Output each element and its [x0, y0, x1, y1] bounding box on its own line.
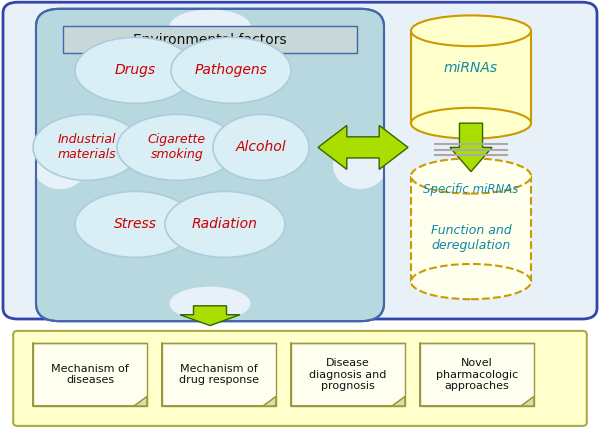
Ellipse shape	[171, 37, 291, 103]
Text: Pathogens: Pathogens	[194, 63, 268, 77]
Text: Disease
diagnosis and
prognosis: Disease diagnosis and prognosis	[310, 358, 386, 391]
Ellipse shape	[170, 9, 251, 44]
Text: Stress: Stress	[113, 217, 157, 231]
Polygon shape	[392, 396, 405, 406]
Polygon shape	[411, 31, 531, 123]
FancyBboxPatch shape	[36, 9, 384, 321]
Text: miRNAs: miRNAs	[444, 61, 498, 75]
Polygon shape	[521, 396, 534, 406]
Ellipse shape	[117, 114, 237, 180]
Text: Alcohol: Alcohol	[236, 140, 286, 154]
Text: Radiation: Radiation	[192, 217, 258, 231]
Ellipse shape	[411, 15, 531, 46]
Ellipse shape	[411, 264, 531, 299]
Polygon shape	[180, 306, 240, 326]
Text: Environmental factors: Environmental factors	[133, 33, 287, 47]
FancyBboxPatch shape	[3, 2, 597, 319]
FancyBboxPatch shape	[162, 343, 276, 406]
Polygon shape	[450, 123, 492, 172]
FancyBboxPatch shape	[291, 343, 405, 406]
Ellipse shape	[411, 108, 531, 139]
Text: Drugs: Drugs	[115, 63, 155, 77]
Text: Mechanism of
drug response: Mechanism of drug response	[179, 364, 259, 385]
Text: Mechanism of
diseases: Mechanism of diseases	[51, 364, 129, 385]
Ellipse shape	[33, 114, 141, 180]
Ellipse shape	[165, 191, 285, 257]
Ellipse shape	[333, 141, 387, 189]
Polygon shape	[134, 396, 147, 406]
Polygon shape	[411, 176, 531, 282]
Text: Function and
deregulation: Function and deregulation	[431, 224, 511, 252]
Text: Novel
pharmacologic
approaches: Novel pharmacologic approaches	[436, 358, 518, 391]
Ellipse shape	[33, 141, 87, 189]
FancyBboxPatch shape	[63, 26, 357, 53]
Polygon shape	[263, 396, 276, 406]
Text: Cigarette
smoking: Cigarette smoking	[148, 133, 206, 161]
FancyBboxPatch shape	[33, 343, 147, 406]
Ellipse shape	[411, 158, 531, 194]
Polygon shape	[318, 125, 408, 169]
Text: Specific miRNAs: Specific miRNAs	[424, 183, 518, 196]
Ellipse shape	[75, 191, 195, 257]
Ellipse shape	[213, 114, 309, 180]
Ellipse shape	[75, 37, 195, 103]
FancyBboxPatch shape	[420, 343, 534, 406]
Ellipse shape	[170, 287, 251, 320]
FancyBboxPatch shape	[13, 331, 587, 426]
Text: Industrial
materials: Industrial materials	[58, 133, 116, 161]
